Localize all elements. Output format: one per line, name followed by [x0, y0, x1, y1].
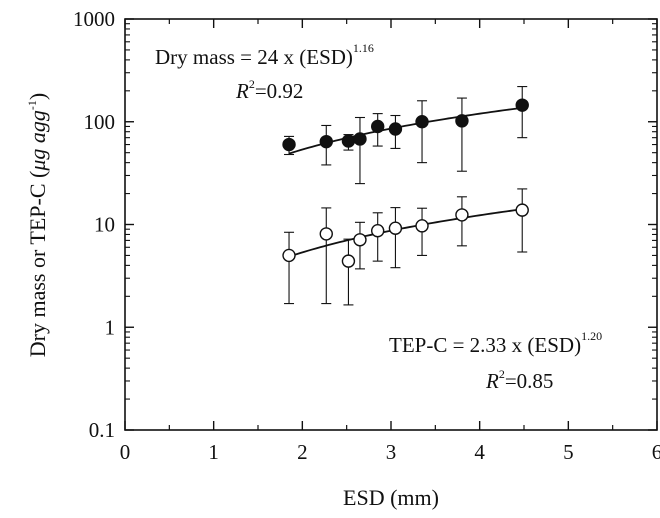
data-point: [341, 254, 356, 268]
data-point: [341, 134, 356, 148]
tep-c-r2-exp: 2: [499, 367, 505, 381]
x-tick-label: 0: [120, 440, 131, 464]
y-tick-label: 1: [105, 315, 116, 339]
x-tick-label: 1: [208, 440, 219, 464]
data-point: [415, 115, 429, 129]
y-axis-title-close: ): [25, 93, 50, 100]
tep-c-equation-exp: 1.20: [581, 329, 602, 343]
dry-mass-r2-value: =0.92: [255, 79, 304, 103]
tep-c-r2-letter: R: [485, 369, 499, 393]
tep-c-equation-main: TEP-C = 2.33 x (ESD): [389, 333, 581, 357]
dry-mass-r2-exp: 2: [249, 77, 255, 91]
dry-mass-equation-main: Dry mass = 24 x (ESD): [155, 45, 353, 69]
fit-line: [288, 208, 523, 258]
y-tick-label: 1000: [73, 7, 115, 31]
data-point: [455, 114, 469, 128]
data-point: [319, 227, 333, 241]
data-point: [282, 248, 296, 263]
series-layer: [282, 86, 529, 306]
data-point: [353, 233, 367, 247]
data-point: [415, 219, 429, 233]
data-point: [515, 203, 529, 217]
data-point: [319, 134, 333, 149]
data-point: [282, 137, 296, 152]
x-axis-title: ESD (mm): [343, 485, 439, 510]
y-axis-title-main: Dry mass or TEP-C (: [25, 171, 50, 358]
series-1: [282, 86, 529, 185]
x-tick-label: 6: [652, 440, 660, 464]
x-tick-label: 4: [474, 440, 485, 464]
series-2: [282, 188, 529, 306]
tep-c-r2-value: =0.85: [505, 369, 554, 393]
data-point: [388, 221, 403, 235]
y-axis-title: Dry mass or TEP-C (μg agg-1): [25, 93, 50, 357]
y-tick-label: 100: [84, 110, 116, 134]
dry-mass-equation-exp: 1.16: [353, 41, 374, 55]
dry-mass-r2-letter: R: [235, 79, 249, 103]
data-point: [515, 98, 529, 112]
data-point: [371, 224, 385, 238]
tep-c-equation: TEP-C = 2.33 x (ESD)1.20: [389, 329, 602, 357]
y-tick-label: 10: [94, 213, 115, 237]
data-point: [388, 122, 403, 136]
x-tick-label: 5: [563, 440, 574, 464]
data-point: [353, 132, 367, 146]
y-axis-title-unit: μg agg: [25, 110, 50, 172]
dry-mass-r2: R2=0.92: [235, 77, 303, 103]
tep-c-r2: R2=0.85: [485, 367, 553, 393]
data-point: [371, 119, 385, 134]
x-tick-label: 3: [386, 440, 397, 464]
y-axis-title-exp: -1: [25, 100, 39, 110]
dry-mass-equation: Dry mass = 24 x (ESD)1.16: [155, 41, 374, 69]
data-point: [455, 208, 469, 222]
axes: 0 1 2 3 4 5 6 0.1 1 10 100 1000: [73, 7, 660, 464]
y-tick-label: 0.1: [89, 418, 115, 442]
x-tick-label: 2: [297, 440, 308, 464]
